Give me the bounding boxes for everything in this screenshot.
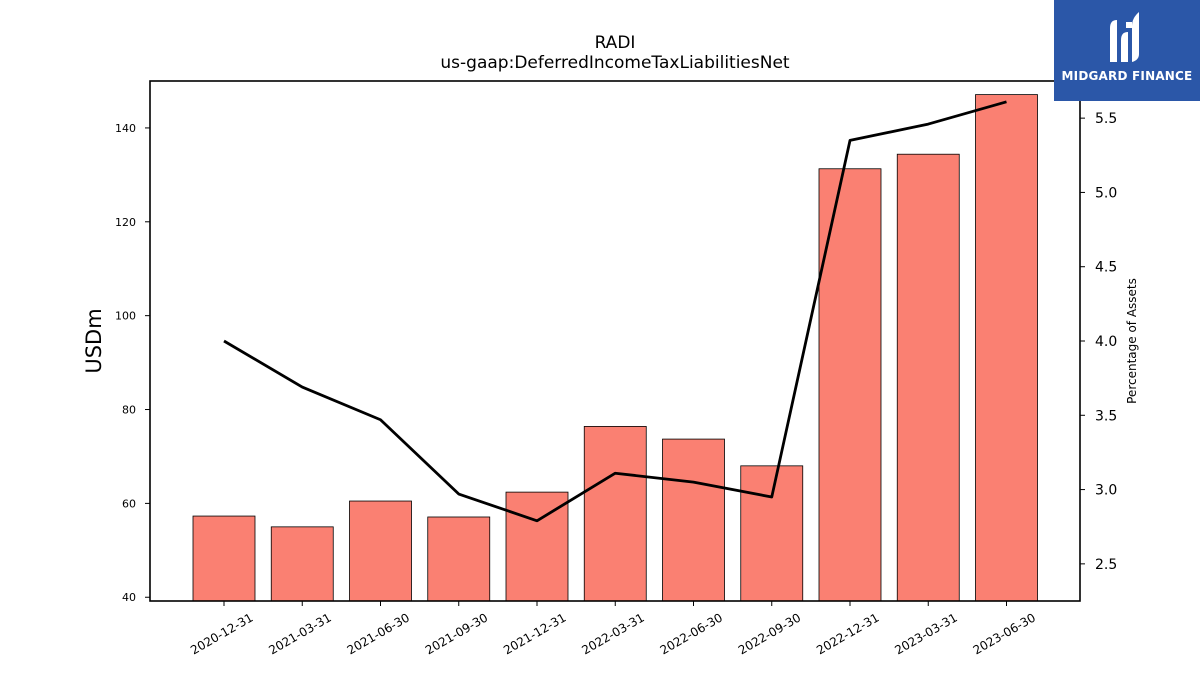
y-tick-label: 80 bbox=[122, 404, 136, 417]
bar bbox=[505, 491, 569, 602]
bar bbox=[583, 426, 647, 602]
chart-subtitle: us-gaap:DeferredIncomeTaxLiabilitiesNet bbox=[440, 53, 790, 73]
y2-tick-label: 4.5 bbox=[1095, 260, 1117, 276]
bar bbox=[662, 438, 725, 602]
x-tick-label: 2022-12-31 bbox=[814, 610, 881, 657]
line-group bbox=[223, 100, 1007, 523]
bar bbox=[192, 515, 256, 602]
x-tick-label: 2022-06-30 bbox=[658, 610, 725, 657]
x-tick-label: 2023-06-30 bbox=[971, 610, 1038, 657]
x-tick-label: 2021-12-31 bbox=[501, 610, 568, 657]
x-tick-label: 2021-03-31 bbox=[266, 610, 333, 657]
percentage-line bbox=[223, 100, 1007, 523]
x-tick-label: 2020-12-31 bbox=[188, 610, 255, 657]
y2-tick-label: 5.5 bbox=[1095, 111, 1117, 127]
logo-mark-icon bbox=[1110, 12, 1139, 62]
y2-axis-label: Percentage of Assets bbox=[1125, 278, 1139, 404]
bar bbox=[427, 516, 491, 602]
x-tick-label: 2021-09-30 bbox=[423, 610, 490, 657]
y-tick-label: 120 bbox=[115, 216, 136, 229]
bar-group bbox=[192, 94, 1038, 602]
y2-tick-label: 2.5 bbox=[1095, 557, 1117, 573]
midgard-finance-logo: MIDGARD FINANCE bbox=[1054, 0, 1200, 101]
y2-tick-label: 5.0 bbox=[1095, 185, 1117, 201]
y2-tick-label: 3.5 bbox=[1095, 408, 1117, 424]
logo-text: MIDGARD FINANCE bbox=[1061, 69, 1193, 83]
x-tick-label: 2021-06-30 bbox=[345, 610, 412, 657]
bar bbox=[349, 500, 412, 602]
bar bbox=[270, 526, 334, 602]
x-tick-label: 2022-09-30 bbox=[736, 610, 803, 657]
y-axis-label: USDm bbox=[82, 308, 106, 373]
chart-title: RADI bbox=[595, 33, 636, 53]
y-tick-label: 100 bbox=[115, 310, 136, 323]
bar bbox=[975, 94, 1038, 602]
bar bbox=[740, 465, 804, 602]
y-tick-label: 60 bbox=[122, 497, 136, 510]
y2-tick-label: 4.0 bbox=[1095, 334, 1117, 350]
y-tick-label: 40 bbox=[122, 591, 136, 604]
y-tick-label: 140 bbox=[115, 122, 136, 135]
bar bbox=[896, 153, 960, 602]
x-tick-label: 2023-03-31 bbox=[892, 610, 959, 657]
x-tick-label: 2022-03-31 bbox=[579, 610, 646, 657]
y2-tick-label: 3.0 bbox=[1095, 483, 1117, 499]
